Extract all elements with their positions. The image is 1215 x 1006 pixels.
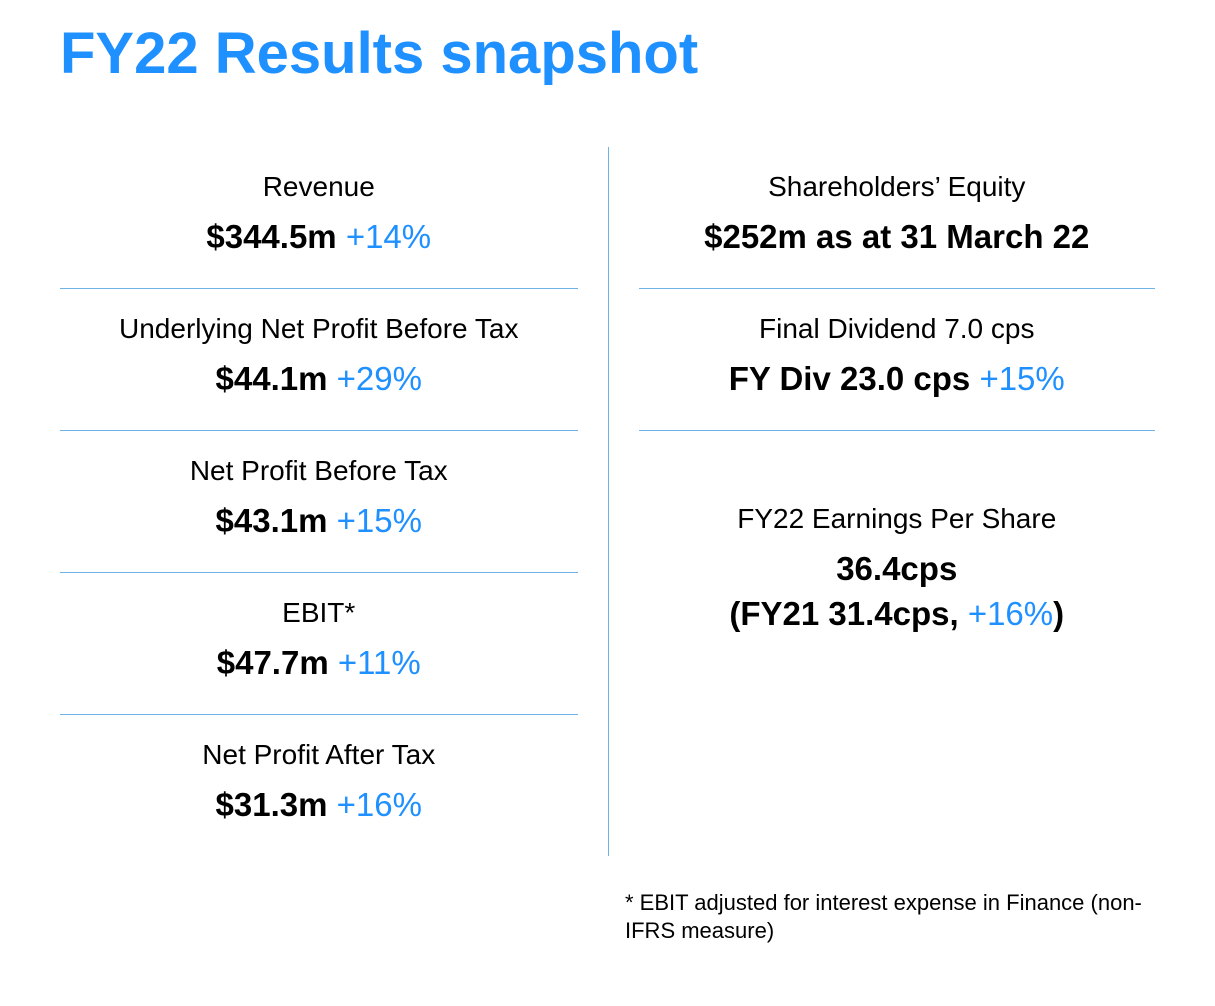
slide-title: FY22 Results snapshot	[60, 20, 1155, 87]
metrics-grid: Revenue $344.5m +14% Underlying Net Prof…	[60, 147, 1155, 856]
metric-npat: Net Profit After Tax $31.3m +16%	[60, 715, 578, 856]
metric-value-line: $31.3m +16%	[70, 783, 568, 828]
results-snapshot-slide: FY22 Results snapshot Revenue $344.5m +1…	[0, 0, 1215, 1006]
metric-value: $252m as at 31 March 22	[704, 218, 1089, 255]
metric-delta: +16%	[337, 786, 422, 823]
metric-label: Underlying Net Profit Before Tax	[70, 311, 568, 347]
metric-label: Final Dividend 7.0 cps	[649, 311, 1146, 347]
metric-delta: +29%	[337, 360, 422, 397]
right-column: Shareholders’ Equity $252m as at 31 Marc…	[608, 147, 1156, 856]
metric-value: $31.3m	[216, 786, 328, 823]
metric-value: FY Div 23.0 cps	[729, 360, 971, 397]
metric-value: $43.1m	[216, 502, 328, 539]
metric-revenue: Revenue $344.5m +14%	[60, 147, 578, 289]
metric-delta: +15%	[337, 502, 422, 539]
metric-delta: +11%	[338, 644, 421, 681]
metric-label: Net Profit Before Tax	[70, 453, 568, 489]
metric-value-line: $252m as at 31 March 22	[649, 215, 1146, 260]
eps-line1: 36.4cps	[649, 547, 1146, 592]
metric-label: Revenue	[70, 169, 568, 205]
metric-label: EBIT*	[70, 595, 568, 631]
metric-label: FY22 Earnings Per Share	[649, 501, 1146, 537]
metric-value-line: FY Div 23.0 cps +15%	[649, 357, 1146, 402]
metric-value-line: $43.1m +15%	[70, 499, 568, 544]
metric-value: $44.1m	[216, 360, 328, 397]
metric-delta: +15%	[979, 360, 1064, 397]
metric-equity: Shareholders’ Equity $252m as at 31 Marc…	[639, 147, 1156, 289]
eps-line2-delta: +16%	[968, 595, 1053, 632]
metric-value: $344.5m	[206, 218, 336, 255]
eps-line2-pre: (FY21 31.4cps,	[729, 595, 967, 632]
metric-dividend: Final Dividend 7.0 cps FY Div 23.0 cps +…	[639, 289, 1156, 431]
metric-npbt: Net Profit Before Tax $43.1m +15%	[60, 431, 578, 573]
metric-label: Net Profit After Tax	[70, 737, 568, 773]
eps-line2-post: )	[1053, 595, 1064, 632]
metric-value-line: $44.1m +29%	[70, 357, 568, 402]
metric-value-line: $344.5m +14%	[70, 215, 568, 260]
metric-unpbt: Underlying Net Profit Before Tax $44.1m …	[60, 289, 578, 431]
metric-ebit: EBIT* $47.7m +11%	[60, 573, 578, 715]
left-column: Revenue $344.5m +14% Underlying Net Prof…	[60, 147, 608, 856]
metric-label: Shareholders’ Equity	[649, 169, 1146, 205]
metric-value-line: $47.7m +11%	[70, 641, 568, 686]
footnote: * EBIT adjusted for interest expense in …	[625, 889, 1145, 946]
metric-delta: +14%	[346, 218, 431, 255]
metric-eps: FY22 Earnings Per Share 36.4cps (FY21 31…	[639, 431, 1156, 664]
eps-line2: (FY21 31.4cps, +16%)	[649, 592, 1146, 637]
metric-value: $47.7m	[217, 644, 329, 681]
